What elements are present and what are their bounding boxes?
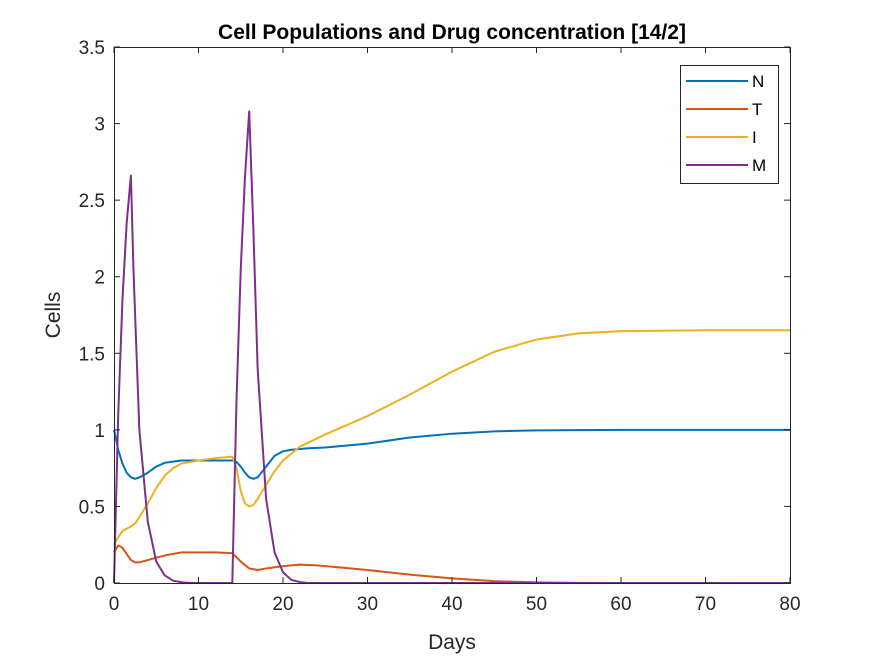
legend-label-m: M <box>752 156 766 175</box>
chart-title: Cell Populations and Drug concentration … <box>218 21 686 44</box>
x-axis-label: Days <box>428 631 476 654</box>
x-tick-label: 40 <box>441 594 462 615</box>
series-line-n <box>113 428 790 480</box>
x-tick-label: 30 <box>357 594 378 615</box>
ticks-layer: 0 10 20 30 40 50 60 70 80 0 0.5 1 1.5 2 2.5 3 3.5 <box>79 38 801 615</box>
x-tick-label: 10 <box>188 594 209 615</box>
plot-area <box>114 47 790 583</box>
series-line-i <box>113 329 790 546</box>
legend-label-t: T <box>752 100 762 119</box>
series-line-t <box>113 544 790 584</box>
x-tick-label: 70 <box>695 594 716 615</box>
legend-label-n: N <box>752 72 764 91</box>
x-tick-label: 20 <box>272 594 293 615</box>
y-tick-label: 3 <box>94 115 105 136</box>
y-tick-label: 2.5 <box>79 191 105 212</box>
y-tick-label: 2 <box>94 268 105 289</box>
y-tick-label: 1 <box>94 421 105 442</box>
y-tick-label: 1.5 <box>79 344 105 365</box>
legend-label-i: I <box>752 128 757 147</box>
y-tick-label: 3.5 <box>79 38 105 59</box>
x-tick-label: 60 <box>610 594 631 615</box>
x-tick-label: 0 <box>109 594 120 615</box>
y-axis-label: Cells <box>42 292 65 339</box>
x-tick-label: 80 <box>779 594 800 615</box>
y-tick-label: 0 <box>94 574 105 595</box>
x-tick-label: 50 <box>526 594 547 615</box>
y-tick-label: 0.5 <box>79 497 105 518</box>
legend-box <box>680 65 779 184</box>
